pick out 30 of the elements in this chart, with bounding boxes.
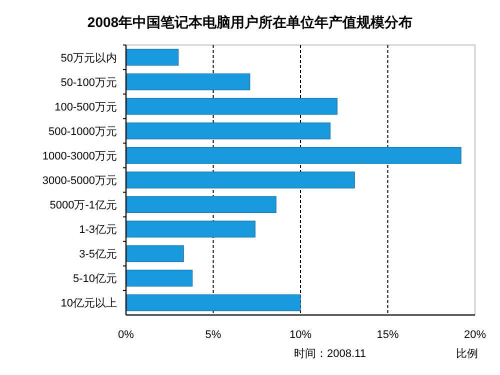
x-tick-label: 15%	[376, 329, 399, 341]
y-tick-label: 3-5亿元	[79, 248, 117, 261]
y-tick-label: 10亿元以上	[60, 296, 117, 310]
bar	[126, 122, 330, 140]
y-tick-label: 5000万-1亿元	[50, 200, 117, 212]
bar	[126, 270, 193, 287]
y-tick-label: 50万元以内	[60, 51, 117, 64]
bar	[126, 196, 276, 213]
y-tick-label: 1000-3000万元	[42, 150, 117, 162]
x-tick-label: 10%	[289, 329, 312, 341]
bar	[126, 73, 250, 90]
bar	[126, 294, 301, 312]
y-tick-label: 5-10亿元	[72, 273, 117, 286]
bar	[126, 48, 179, 66]
y-tick-label: 100-500万元	[54, 101, 117, 114]
bar	[126, 147, 462, 164]
x-tick-label: 5%	[205, 329, 222, 341]
x-tick-label: 20%	[464, 329, 486, 341]
x-axis-title: 比例	[456, 347, 478, 360]
y-tick-label: 3000-5000万元	[42, 175, 117, 187]
y-tick-label: 1-3亿元	[79, 224, 117, 236]
x-tick-label: 0%	[118, 329, 134, 341]
y-tick-label: 50-100万元	[60, 76, 117, 89]
bar	[126, 245, 184, 262]
bar	[126, 172, 355, 188]
bar	[126, 98, 338, 115]
text: 时间：2008.11	[294, 347, 366, 360]
chart-title: 2008年中国笔记本电脑用户所在单位年产值规模分布	[87, 14, 413, 30]
bar	[126, 220, 256, 238]
y-tick-label: 500-1000万元	[48, 126, 117, 138]
